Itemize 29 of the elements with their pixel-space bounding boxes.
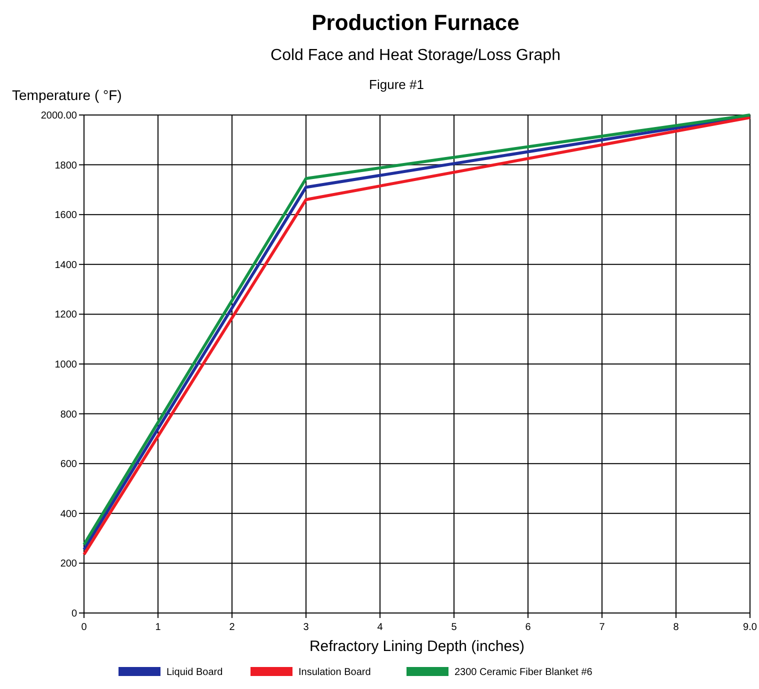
y-tick-label: 200 <box>60 558 78 570</box>
x-tick-label: 1 <box>155 622 162 633</box>
chart-subtitle: Cold Face and Heat Storage/Loss Graph <box>270 47 560 64</box>
x-tick-label: 7 <box>599 622 606 633</box>
x-tick-label: 5 <box>451 622 458 633</box>
y-tick-label: 1000 <box>54 360 78 370</box>
y-tick-label: 2000.00 <box>40 110 78 122</box>
x-tick-label: 4 <box>377 622 384 633</box>
y-tick-label: 1600 <box>54 210 78 222</box>
x-tick-label: 2 <box>229 622 236 633</box>
y-tick-label: 1800 <box>54 160 78 172</box>
chart-title: Production Furnace <box>312 10 520 35</box>
text: Figure #1 <box>369 77 424 92</box>
y-tick-label: 1400 <box>54 260 78 271</box>
x-tick-label: 8 <box>673 622 680 633</box>
y-tick-label: 600 <box>60 459 78 470</box>
y-tick-label: 800 <box>60 409 78 420</box>
x-tick-label: 3 <box>303 622 310 633</box>
y-tick-label: 400 <box>60 508 78 520</box>
legend-label: 2300 Ceramic Fiber Blanket #6 <box>454 667 593 678</box>
y-tick-label: 1200 <box>54 310 78 321</box>
y-tick-label: 0 <box>71 608 78 620</box>
x-tick-label: 6 <box>525 622 532 633</box>
x-tick-label: 0 <box>81 622 88 633</box>
y-axis-title: Temperature ( °F) <box>12 87 122 103</box>
x-axis-title: Refractory Lining Depth (inches) <box>309 638 525 655</box>
legend-label: Liquid Board <box>166 667 223 678</box>
legend-label: Insulation Board <box>298 667 371 678</box>
x-tick-label: 9.0 <box>743 622 758 633</box>
